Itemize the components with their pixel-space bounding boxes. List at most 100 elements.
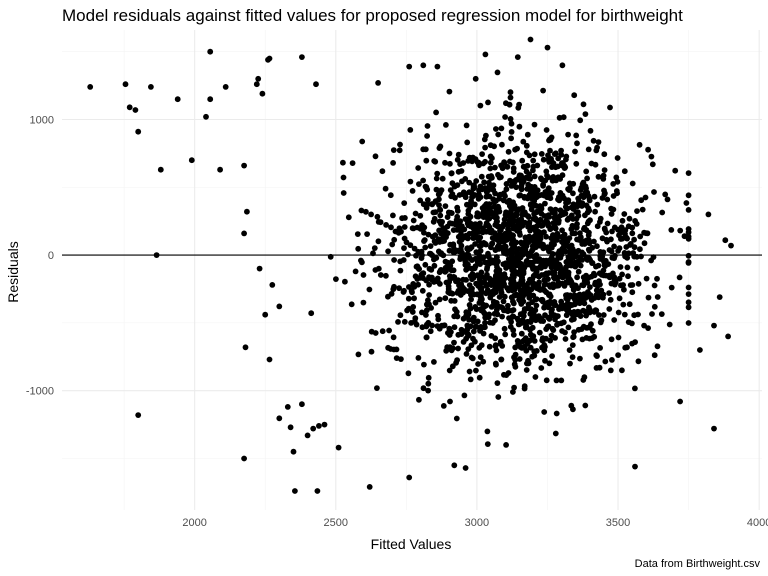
data-point	[609, 357, 615, 363]
data-point	[540, 336, 547, 343]
data-point	[540, 182, 546, 189]
data-point	[526, 291, 533, 298]
data-point	[565, 324, 572, 331]
data-point	[468, 296, 474, 303]
data-point	[503, 251, 510, 257]
data-point	[442, 203, 449, 210]
data-point	[412, 315, 419, 322]
x-axis-tick-labels: 2000 2500 3000 3500 4000	[182, 517, 768, 529]
data-point	[447, 398, 453, 405]
data-point	[493, 361, 499, 368]
data-point	[553, 262, 559, 269]
data-point	[443, 122, 449, 128]
data-point	[685, 299, 692, 306]
data-point	[685, 260, 692, 266]
data-point	[552, 150, 559, 157]
data-point	[122, 81, 129, 88]
data-point	[508, 183, 515, 189]
data-point	[439, 238, 446, 245]
data-point	[359, 138, 366, 145]
data-point	[553, 377, 560, 384]
data-point	[541, 287, 548, 294]
data-point	[596, 312, 602, 318]
data-point	[421, 229, 427, 236]
data-point	[489, 174, 495, 181]
data-point	[590, 137, 597, 144]
data-point	[449, 180, 456, 187]
data-point	[470, 182, 477, 189]
data-point	[582, 238, 588, 245]
data-point	[611, 243, 617, 250]
data-point	[572, 259, 579, 266]
data-point	[596, 364, 603, 371]
data-point	[383, 272, 389, 279]
data-point	[635, 280, 642, 287]
data-point	[425, 374, 432, 381]
data-point	[242, 344, 249, 351]
data-point	[292, 488, 298, 494]
data-point	[538, 151, 545, 157]
data-point	[450, 345, 456, 352]
data-point	[586, 247, 593, 254]
data-point	[391, 257, 397, 263]
data-point	[619, 271, 625, 278]
minor-gridlines	[62, 30, 762, 510]
data-point	[424, 186, 431, 193]
data-point	[560, 319, 567, 326]
data-point	[555, 279, 562, 286]
data-point	[450, 242, 457, 249]
data-point	[510, 331, 517, 338]
data-point	[461, 392, 468, 399]
data-point	[517, 192, 524, 199]
data-point	[523, 168, 530, 175]
data-point	[464, 322, 471, 329]
data-point	[621, 168, 628, 175]
data-point	[466, 282, 473, 288]
data-point	[419, 287, 426, 294]
data-point	[565, 197, 572, 204]
data-point	[574, 311, 580, 318]
data-point	[636, 141, 643, 148]
data-point	[444, 223, 451, 230]
data-point	[641, 229, 647, 236]
data-point	[488, 304, 495, 310]
data-point	[436, 196, 442, 203]
data-point	[409, 309, 416, 315]
data-point	[568, 402, 575, 409]
data-point	[523, 142, 530, 149]
data-point	[453, 278, 459, 285]
data-point	[587, 217, 593, 224]
data-point	[207, 48, 214, 55]
data-point	[569, 222, 576, 229]
data-point	[450, 227, 457, 234]
data-point	[507, 235, 514, 242]
data-point	[483, 193, 490, 200]
data-point	[632, 339, 638, 345]
data-point	[518, 289, 525, 295]
data-point	[555, 163, 561, 170]
data-point	[374, 385, 380, 391]
data-point	[552, 430, 559, 437]
data-point	[631, 312, 638, 319]
data-point	[499, 165, 506, 172]
data-point	[493, 126, 499, 132]
data-point	[495, 131, 502, 138]
data-point	[491, 230, 498, 237]
data-point	[573, 132, 580, 139]
data-point	[648, 153, 655, 160]
data-point	[654, 343, 661, 350]
data-point	[510, 225, 517, 232]
data-point	[425, 380, 432, 387]
data-point	[481, 179, 487, 186]
data-point	[599, 235, 606, 242]
data-point	[471, 265, 478, 272]
data-point	[591, 193, 598, 200]
data-point	[363, 208, 369, 215]
data-point	[574, 274, 580, 281]
data-point	[598, 317, 605, 324]
data-point	[549, 306, 555, 313]
data-point	[465, 311, 472, 318]
data-point	[577, 262, 584, 269]
data-point	[570, 190, 576, 197]
data-point	[470, 335, 476, 342]
